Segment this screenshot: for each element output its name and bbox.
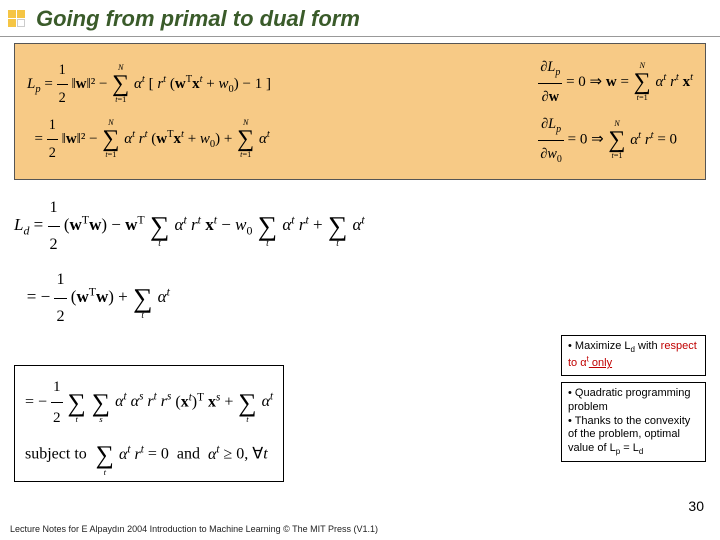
primal-equation-box: Lp = 12 ‖w‖² − N∑t=1 αt [ rt (wTxt + w0)… <box>14 43 706 180</box>
note-maximize: • Maximize Ld with respect to αt only <box>561 335 706 377</box>
page-number: 30 <box>688 498 704 514</box>
note2-b1: • Quadratic programming problem <box>568 387 699 415</box>
slide-title: Going from primal to dual form <box>36 6 360 32</box>
primal-derivative-equations: ∂Lp∂w = 0 ⇒ w = N∑t=1 αt rt xt ∂Lp∂w0 = … <box>538 54 693 169</box>
note1-text: • Maximize Ld with <box>568 340 661 352</box>
title-bar: Going from primal to dual form <box>0 0 720 37</box>
footer-citation: Lecture Notes for E Alpaydın 2004 Introd… <box>10 524 378 534</box>
note-qp: • Quadratic programming problem • Thanks… <box>561 382 706 462</box>
dual-ld-equations: Ld = 12 (wTw) − wT ∑t αt rt xt − w0 ∑t α… <box>14 190 706 334</box>
dual-final-box: = − 12 ∑t ∑s αt αs rt rs (xt)T xs + ∑t α… <box>14 365 284 482</box>
side-notes: • Maximize Ld with respect to αt only • … <box>561 335 706 469</box>
slide-bullet-icon <box>8 10 26 28</box>
primal-lp-equations: Lp = 12 ‖w‖² − N∑t=1 αt [ rt (wTxt + w0)… <box>27 57 271 167</box>
note2-b2: • Thanks to the convexity of the problem… <box>568 415 699 458</box>
